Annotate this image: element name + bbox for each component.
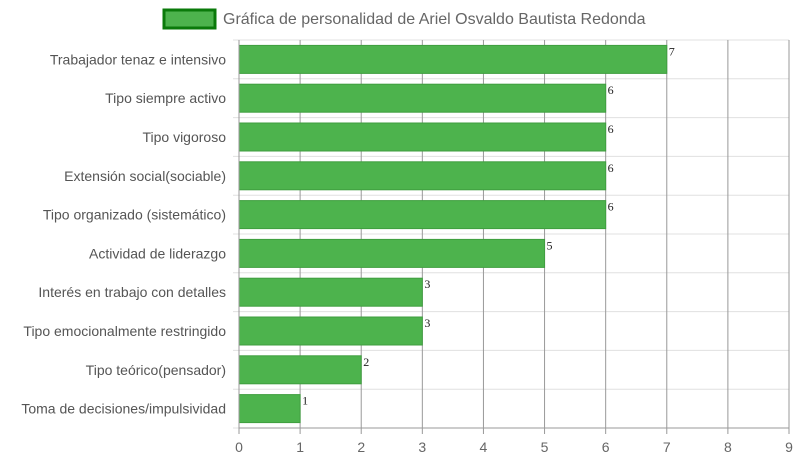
bar[interactable] xyxy=(238,316,423,346)
x-tick-label: 0 xyxy=(235,439,243,455)
data-label: 2 xyxy=(363,355,369,369)
bar[interactable] xyxy=(238,83,607,113)
data-label: 6 xyxy=(608,161,614,175)
data-label: 6 xyxy=(608,200,614,214)
data-label: 1 xyxy=(302,394,308,408)
x-tick-label: 7 xyxy=(663,439,671,455)
bar[interactable] xyxy=(238,394,301,424)
legend-swatch xyxy=(162,8,217,30)
bar[interactable] xyxy=(238,355,362,385)
data-label: 5 xyxy=(547,238,553,252)
data-label: 7 xyxy=(669,44,675,58)
x-tick-label: 4 xyxy=(480,439,488,455)
category-label: Trabajador tenaz e intensivo xyxy=(50,51,226,67)
category-label: Interés en trabajo con detalles xyxy=(38,284,226,300)
category-label: Tipo organizado (sistemático) xyxy=(43,207,226,223)
category-label: Extensión social(sociable) xyxy=(64,168,226,184)
bar[interactable] xyxy=(238,277,423,307)
x-tick-label: 8 xyxy=(724,439,732,455)
data-labels: 7 6 6 6 6 5 3 3 2 1 xyxy=(302,44,675,407)
data-label: 6 xyxy=(608,83,614,97)
bar[interactable] xyxy=(238,200,607,230)
x-axis: 0 1 2 3 4 5 6 7 8 9 xyxy=(235,40,793,455)
category-label: Actividad de liderazgo xyxy=(89,245,226,261)
data-label: 3 xyxy=(424,277,430,291)
bar[interactable] xyxy=(238,122,607,152)
bar[interactable] xyxy=(238,44,668,74)
legend-label: Gráfica de personalidad de Ariel Osvaldo… xyxy=(223,11,646,28)
x-tick-label: 5 xyxy=(541,439,549,455)
category-label: Tipo emocionalmente restringido xyxy=(23,323,226,339)
x-tick-label: 3 xyxy=(418,439,426,455)
x-tick-label: 2 xyxy=(357,439,365,455)
legend[interactable]: Gráfica de personalidad de Ariel Osvaldo… xyxy=(162,8,646,30)
bars xyxy=(238,44,668,424)
bar[interactable] xyxy=(238,161,607,191)
x-tick-label: 1 xyxy=(296,439,304,455)
category-label: Toma de decisiones/impulsividad xyxy=(21,401,226,417)
category-label: Tipo teórico(pensador) xyxy=(86,362,226,378)
bar[interactable] xyxy=(238,238,546,268)
x-tick-label: 6 xyxy=(602,439,610,455)
data-label: 3 xyxy=(424,316,430,330)
category-label: Tipo siempre activo xyxy=(105,90,226,106)
data-label: 6 xyxy=(608,122,614,136)
category-labels: Trabajador tenaz e intensivo Tipo siempre… xyxy=(21,51,226,416)
category-label: Tipo vigoroso xyxy=(142,129,226,145)
x-tick-label: 9 xyxy=(785,439,793,455)
